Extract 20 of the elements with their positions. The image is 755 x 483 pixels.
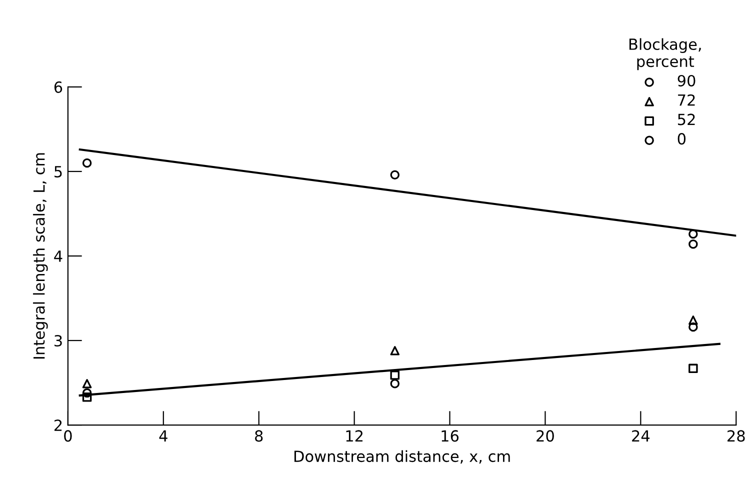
x-tick-label: 8 — [255, 430, 263, 442]
y-tick-label: 4 — [54, 250, 62, 262]
y-tick-label: 5 — [54, 166, 62, 178]
y-tick-label: 3 — [54, 334, 62, 347]
legend-label: 52 — [678, 114, 695, 126]
x-tick-label: 0 — [64, 430, 72, 442]
x-tick-label: 24 — [632, 430, 650, 442]
y-axis-title: Integral length scale, L, cm — [33, 153, 48, 359]
y-tick-label: 2 — [54, 420, 62, 431]
x-tick-label: 20 — [536, 430, 554, 442]
x-tick-label: 28 — [728, 430, 745, 442]
legend-label: 72 — [678, 94, 695, 106]
legend-label: 90 — [678, 74, 696, 87]
legend-label: 0 — [678, 133, 686, 145]
x-tick-label: 16 — [442, 430, 459, 442]
x-tick-label: 4 — [159, 430, 168, 442]
y-tick-label: 6 — [54, 81, 62, 93]
legend-title: Blockage, percent — [629, 38, 701, 70]
x-tick-label: 12 — [346, 430, 362, 442]
x-axis-title: Downstream distance, x, cm — [294, 450, 510, 464]
